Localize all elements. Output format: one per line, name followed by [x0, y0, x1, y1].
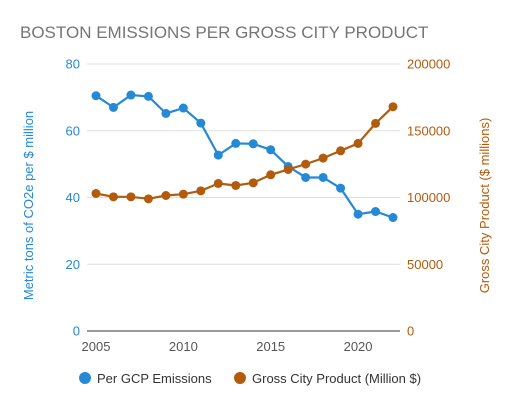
y-left-tick-label: 80 — [66, 57, 80, 72]
y-right-tick-label: 150000 — [407, 123, 450, 138]
data-point-per-gcp — [266, 145, 276, 155]
data-point-per-gcp — [108, 102, 118, 112]
x-tick-label: 2005 — [82, 339, 111, 354]
series-layer — [91, 90, 398, 223]
data-point-gcp — [353, 138, 363, 148]
series-line-per-gcp — [95, 93, 394, 219]
right-axis-ticks: 0 50000 100000 150000 200000 — [407, 57, 450, 339]
data-point-gcp — [248, 178, 258, 188]
y-left-tick-label: 0 — [73, 324, 80, 339]
data-point-per-gcp — [318, 172, 328, 182]
x-tick-label: 2020 — [344, 339, 373, 354]
x-tick-label: 2015 — [256, 339, 285, 354]
data-point-per-gcp — [126, 90, 136, 100]
data-point-gcp — [318, 153, 328, 163]
data-point-per-gcp — [213, 150, 223, 160]
y-left-tick-label: 40 — [66, 190, 80, 205]
legend-marker-gcp — [234, 372, 246, 384]
y-axis-label-left: Metric tons of CO2e per $ million — [21, 111, 36, 300]
y-left-tick-label: 20 — [66, 257, 80, 272]
data-point-per-gcp — [161, 108, 171, 118]
y-axis-label-right: Gross City Product ($ millions) — [477, 118, 492, 294]
data-point-gcp — [126, 192, 136, 202]
chart-title: BOSTON EMISSIONS PER GROSS CITY PRODUCT — [20, 23, 428, 42]
data-point-gcp — [143, 194, 153, 204]
y-right-tick-label: 100000 — [407, 190, 450, 205]
legend-marker-per-gcp — [79, 372, 91, 384]
data-point-per-gcp — [143, 91, 153, 101]
y-right-tick-label: 50000 — [407, 257, 443, 272]
x-axis-ticks: 2005 2010 2015 2020 — [82, 339, 373, 354]
data-point-per-gcp — [178, 103, 188, 113]
data-point-gcp — [231, 180, 241, 190]
data-point-gcp — [266, 170, 276, 180]
data-point-gcp — [301, 159, 311, 169]
legend-label-gcp: Gross City Product (Million $) — [252, 371, 421, 386]
data-point-gcp — [283, 164, 293, 174]
data-point-gcp — [161, 190, 171, 200]
y-right-tick-label: 200000 — [407, 57, 450, 72]
data-point-gcp — [336, 146, 346, 156]
y-left-tick-label: 60 — [66, 123, 80, 138]
data-point-gcp — [196, 186, 206, 196]
data-point-gcp — [213, 178, 223, 188]
data-point-per-gcp — [91, 91, 101, 101]
x-tick-label: 2010 — [169, 339, 198, 354]
series-line-gcp — [95, 105, 394, 200]
y-right-tick-label: 0 — [407, 324, 414, 339]
data-point-per-gcp — [196, 118, 206, 128]
data-point-per-gcp — [231, 138, 241, 148]
data-point-gcp — [91, 188, 101, 198]
legend-label-per-gcp: Per GCP Emissions — [97, 371, 212, 386]
data-point-per-gcp — [301, 172, 311, 182]
data-point-gcp — [388, 102, 398, 112]
data-point-gcp — [108, 192, 118, 202]
data-point-per-gcp — [371, 207, 381, 217]
left-axis-ticks: 0 20 40 60 80 — [66, 57, 80, 339]
data-point-per-gcp — [388, 213, 398, 223]
data-point-per-gcp — [336, 183, 346, 193]
legend: Per GCP Emissions Gross City Product (Mi… — [79, 371, 421, 386]
data-point-per-gcp — [353, 209, 363, 219]
data-point-per-gcp — [248, 139, 258, 149]
data-point-gcp — [371, 118, 381, 128]
data-point-gcp — [178, 189, 188, 199]
